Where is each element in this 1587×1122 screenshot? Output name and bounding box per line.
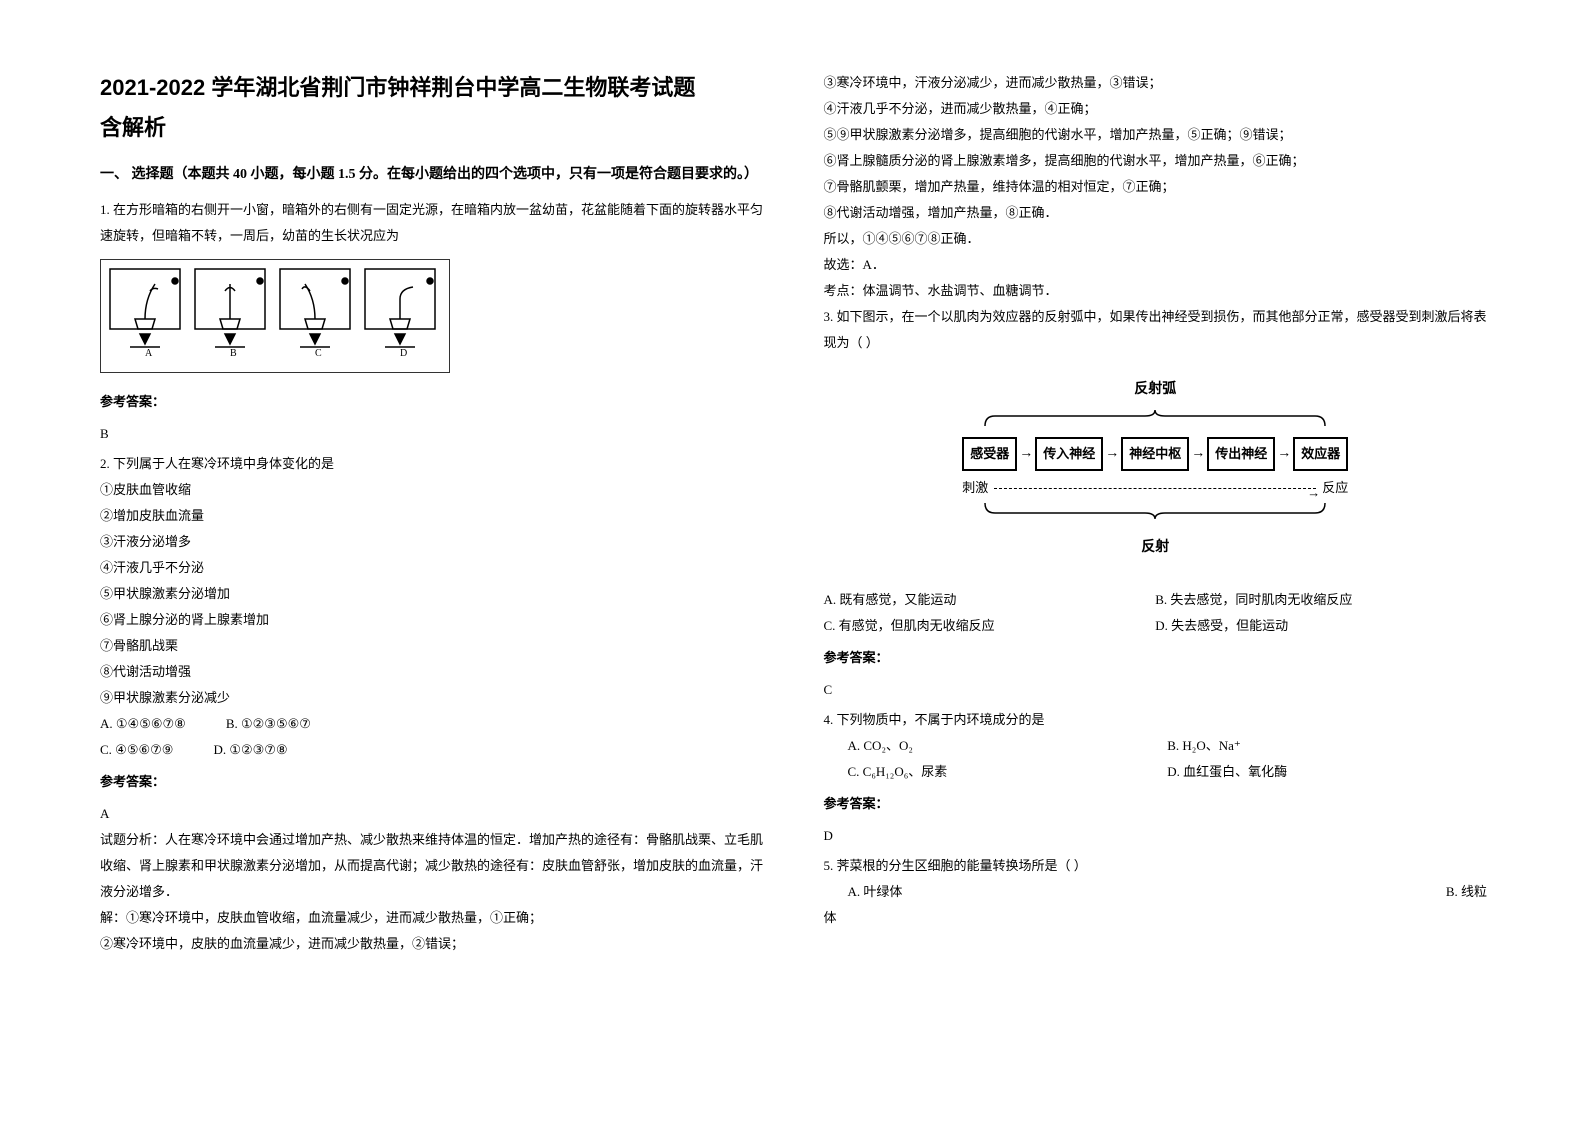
arc-bracket-bottom [975,501,1335,521]
q1-diagram: A B [100,259,450,373]
q2-item-6: ⑥肾上腺分泌的肾上腺素增加 [100,607,764,633]
arc-node-1: 感受器 [962,437,1017,471]
svg-text:C: C [315,348,322,359]
q2-item-3: ③汗液分泌增多 [100,529,764,555]
col2-exp-5: ⑦骨骼肌颤栗，增加产热量，维持体温的相对恒定，⑦正确； [824,174,1488,200]
q3-option-d: D. 失去感受，但能运动 [1155,613,1487,639]
q2-item-8: ⑧代谢活动增强 [100,659,764,685]
left-column: 2021-2022 学年湖北省荆门市钟祥荆台中学高二生物联考试题 含解析 一、 … [100,70,764,1052]
q2-answer-label: 参考答案： [100,769,764,795]
svg-text:D: D [400,348,407,359]
q2-option-b: B. ①②③⑤⑥⑦ [226,711,311,737]
q2-text: 2. 下列属于人在寒冷环境中身体变化的是 [100,451,764,477]
exam-subtitle: 含解析 [100,110,764,142]
q4-option-b: B. H₂O、Na⁺ [1167,733,1487,759]
arc-node-4: 传出神经 [1207,437,1275,471]
q1-text: 1. 在方形暗箱的右侧开一小窗，暗箱外的右侧有一固定光源，在暗箱内放一盆幼苗，花… [100,197,764,249]
q4-answer: D [824,823,1488,849]
q3-options-row2: C. 有感觉，但肌肉无收缩反应 D. 失去感受，但能运动 [824,613,1488,639]
arc-right-label: 反应 [1322,475,1348,501]
col2-exp-3: ⑤⑨甲状腺激素分泌增多，提高细胞的代谢水平，增加产热量，⑤正确；⑨错误； [824,122,1488,148]
question-2: 2. 下列属于人在寒冷环境中身体变化的是 ①皮肤血管收缩 ②增加皮肤血流量 ③汗… [100,451,764,957]
q4-text: 4. 下列物质中，不属于内环境成分的是 [824,707,1488,733]
q2-explanation-1: 试题分析：人在寒冷环境中会通过增加产热、减少散热来维持体温的恒定．增加产热的途径… [100,827,764,905]
arc-node-3: 神经中枢 [1121,437,1189,471]
q2-option-d: D. ①②③⑦⑧ [213,737,287,763]
q2-explanation-3: ②寒冷环境中，皮肤的血流量减少，进而减少散热量，②错误； [100,931,764,957]
q4-options-row1: A. CO₂、O₂ B. H₂O、Na⁺ [824,733,1488,759]
q2-item-5: ⑤甲状腺激素分泌增加 [100,581,764,607]
q2-options-row1: A. ①④⑤⑥⑦⑧ B. ①②③⑤⑥⑦ [100,711,764,737]
col2-exp-9: 考点：体温调节、水盐调节、血糖调节． [824,278,1488,304]
q2-option-a: A. ①④⑤⑥⑦⑧ [100,711,186,737]
arc-arrow-icon: → [1105,440,1119,468]
q5-text: 5. 荠菜根的分生区细胞的能量转换场所是（ ） [824,853,1488,879]
arc-bracket-top [975,408,1335,428]
arc-top-label: 反射弧 [962,376,1348,404]
q2-option-c: C. ④⑤⑥⑦⑨ [100,737,173,763]
q5-continuation: 体 [824,905,1488,931]
arc-left-label: 刺激 [962,475,988,501]
question-4: 4. 下列物质中，不属于内环境成分的是 A. CO₂、O₂ B. H₂O、Na⁺… [824,707,1488,849]
svg-text:B: B [230,348,237,359]
q3-option-a: A. 既有感觉，又能运动 [824,587,1156,613]
q4-option-a: A. CO₂、O₂ [848,733,1168,759]
q4-answer-label: 参考答案： [824,791,1488,817]
q3-answer: C [824,677,1488,703]
q2-item-4: ④汗液几乎不分泌 [100,555,764,581]
arc-bottom-label: 反射 [962,534,1348,562]
section-header: 一、 选择题（本题共 40 小题，每小题 1.5 分。在每小题给出的四个选项中，… [100,162,764,187]
q2-item-2: ②增加皮肤血流量 [100,503,764,529]
q2-item-9: ⑨甲状腺激素分泌减少 [100,685,764,711]
q3-option-b: B. 失去感觉，同时肌肉无收缩反应 [1155,587,1487,613]
col2-exp-2: ④汗液几乎不分泌，进而减少散热量，④正确； [824,96,1488,122]
arc-node-2: 传入神经 [1035,437,1103,471]
col2-exp-1: ③寒冷环境中，汗液分泌减少，进而减少散热量，③错误； [824,70,1488,96]
q2-item-1: ①皮肤血管收缩 [100,477,764,503]
arc-node-5: 效应器 [1293,437,1348,471]
q5-option-a: A. 叶绿体 [848,879,903,905]
q1-answer: B [100,421,764,447]
seedling-svg: A B [105,264,445,359]
q4-options-row2: C. C₆H₁₂O₆、尿素 D. 血红蛋白、氧化酶 [824,759,1488,785]
svg-text:A: A [145,348,153,359]
q3-answer-label: 参考答案： [824,645,1488,671]
col2-exp-6: ⑧代谢活动增强，增加产热量，⑧正确． [824,200,1488,226]
q2-options-row2: C. ④⑤⑥⑦⑨ D. ①②③⑦⑧ [100,737,764,763]
arc-arrow-icon: → [1277,440,1291,468]
q2-explanation-2: 解：①寒冷环境中，皮肤血管收缩，血流量减少，进而减少散热量，①正确； [100,905,764,931]
q1-answer-label: 参考答案： [100,389,764,415]
q3-diagram: 反射弧 感受器 → 传入神经 → 神经中枢 → 传出神经 → 效应器 刺激 [824,366,1488,572]
q4-option-d: D. 血红蛋白、氧化酶 [1167,759,1487,785]
q2-item-7: ⑦骨骼肌战栗 [100,633,764,659]
q5-option-b: B. 线粒 [1446,879,1487,905]
q4-option-c: C. C₆H₁₂O₆、尿素 [848,759,1168,785]
arc-flow: 感受器 → 传入神经 → 神经中枢 → 传出神经 → 效应器 [962,437,1348,471]
q3-options-row1: A. 既有感觉，又能运动 B. 失去感觉，同时肌肉无收缩反应 [824,587,1488,613]
q5-options-row: A. 叶绿体 B. 线粒 [824,879,1488,905]
col2-exp-7: 所以，①④⑤⑥⑦⑧正确． [824,226,1488,252]
arc-dashed-row: 刺激 → 反应 [962,475,1348,501]
arc-arrow-icon: → [1019,440,1033,468]
arc-arrow-icon: → [1191,440,1205,468]
q3-text: 3. 如下图示，在一个以肌肉为效应器的反射弧中，如果传出神经受到损伤，而其他部分… [824,304,1488,356]
col2-exp-4: ⑥肾上腺髓质分泌的肾上腺激素增多，提高细胞的代谢水平，增加产热量，⑥正确； [824,148,1488,174]
question-3: 3. 如下图示，在一个以肌肉为效应器的反射弧中，如果传出神经受到损伤，而其他部分… [824,304,1488,703]
col2-exp-8: 故选：A． [824,252,1488,278]
question-5: 5. 荠菜根的分生区细胞的能量转换场所是（ ） A. 叶绿体 B. 线粒 体 [824,853,1488,931]
q2-answer: A [100,801,764,827]
right-column: ③寒冷环境中，汗液分泌减少，进而减少散热量，③错误； ④汗液几乎不分泌，进而减少… [824,70,1488,1052]
q3-option-c: C. 有感觉，但肌肉无收缩反应 [824,613,1156,639]
exam-title: 2021-2022 学年湖北省荆门市钟祥荆台中学高二生物联考试题 [100,70,764,102]
question-1: 1. 在方形暗箱的右侧开一小窗，暗箱外的右侧有一固定光源，在暗箱内放一盆幼苗，花… [100,197,764,447]
